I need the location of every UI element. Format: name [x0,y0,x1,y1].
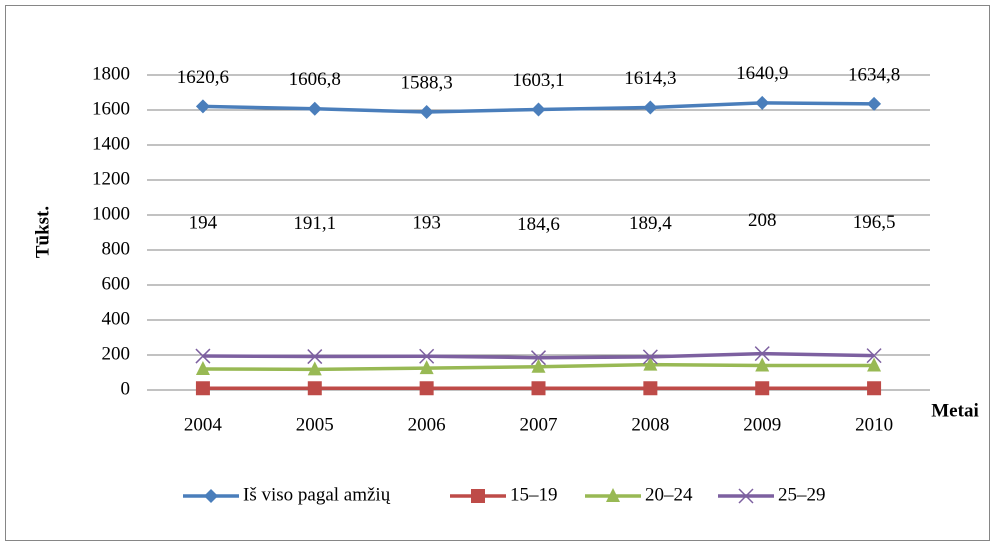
data-point [754,346,770,362]
y-axis-label: Tūkst. [32,206,53,258]
y-tick-label: 1400 [92,133,130,154]
data-point [419,360,434,375]
y-tick-label: 400 [102,308,131,329]
legend-label: 20–24 [645,484,693,505]
data-label: 189,4 [629,213,672,234]
x-tick-label: 2004 [184,414,223,435]
data-point [642,349,658,365]
data-point [419,381,434,396]
data-label: 193 [412,213,441,234]
data-point [643,356,658,371]
data-label: 1640,9 [736,63,788,84]
data-point [307,361,322,376]
x-tick-label: 2005 [296,414,334,435]
data-point [531,381,546,396]
legend-marker [471,489,485,503]
data-point [195,361,210,375]
data-point [755,95,770,110]
legend-label: 15–19 [510,484,558,505]
data-point [755,381,770,396]
data-label: 1614,3 [624,68,676,89]
y-tick-label: 1000 [92,203,130,224]
y-tick-label: 1600 [92,98,130,119]
data-label: 1606,8 [289,69,341,90]
y-tick-label: 200 [102,343,131,364]
data-point [866,348,882,364]
data-point [419,105,434,120]
data-point [307,381,322,396]
data-label: 184,6 [517,214,560,235]
x-tick-label: 2006 [408,414,446,435]
data-point [867,96,882,111]
data-point [531,102,546,117]
y-tick-label: 1200 [92,168,130,189]
data-label: 1634,8 [848,64,900,85]
x-tick-label: 2009 [743,414,781,435]
x-tick-label: 2010 [855,414,893,435]
data-label: 1620,6 [177,67,229,88]
data-point [307,101,322,116]
y-tick-label: 600 [102,273,131,294]
data-point [643,381,658,396]
x-tick-label: 2007 [520,414,558,435]
data-point [195,348,211,364]
data-label: 1603,1 [512,70,564,91]
y-tick-label: 1800 [92,63,130,84]
data-point [867,381,882,396]
data-point [195,381,210,396]
x-tick-label: 2008 [631,414,669,435]
data-point [531,358,546,373]
chart-border [5,5,990,541]
data-point [195,99,210,114]
data-label: 191,1 [293,213,336,234]
data-point [867,357,882,372]
data-label: 208 [748,210,777,231]
data-label: 194 [189,212,218,233]
x-axis-label: Metai [931,400,978,421]
legend-label: Iš viso pagal amžių [243,484,391,505]
y-tick-label: 0 [121,378,131,399]
data-point [755,357,770,372]
legend-label: 25–29 [778,484,826,505]
data-point [643,100,658,115]
legend-marker [204,489,218,503]
legend-marker [606,488,620,502]
legend-marker [738,488,754,504]
data-point [530,350,547,366]
y-tick-label: 800 [102,238,131,259]
data-label: 1588,3 [401,72,453,93]
data-point [307,349,323,365]
data-label: 196,5 [853,212,896,233]
data-point [419,348,435,364]
